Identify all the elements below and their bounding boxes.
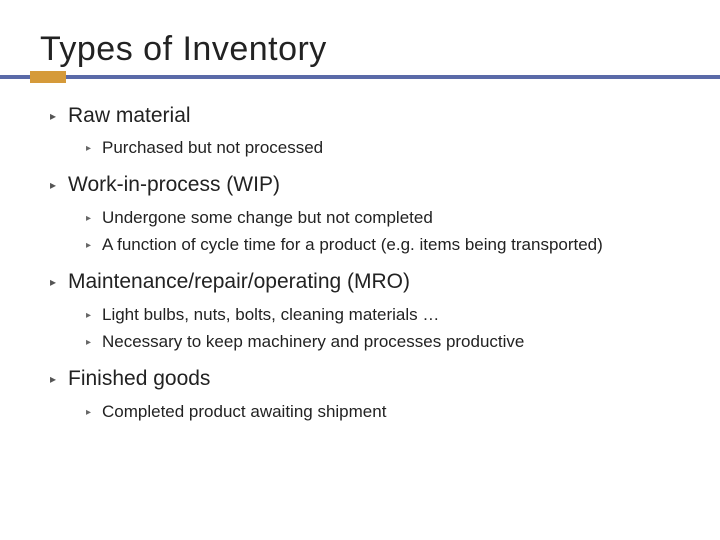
- sub-item-label: A function of cycle time for a product (…: [102, 233, 603, 257]
- item-label: Finished goods: [68, 364, 210, 393]
- sub-item-label: Necessary to keep machinery and processe…: [102, 330, 524, 354]
- bullet-icon: ▸: [86, 213, 102, 224]
- item-label: Raw material: [68, 101, 191, 130]
- list-item: ▸ Maintenance/repair/operating (MRO) ▸ L…: [50, 267, 680, 354]
- sub-list: ▸ Undergone some change but not complete…: [50, 206, 680, 258]
- sub-list: ▸ Light bulbs, nuts, bolts, cleaning mat…: [50, 303, 680, 355]
- list-item: ▸ Work-in-process (WIP) ▸ Undergone some…: [50, 170, 680, 257]
- bullet-icon: ▸: [86, 240, 102, 251]
- sub-list-item: ▸ Light bulbs, nuts, bolts, cleaning mat…: [86, 303, 680, 327]
- title-underline: [40, 75, 680, 81]
- bullet-icon: ▸: [50, 275, 68, 289]
- sub-list-item: ▸ Purchased but not processed: [86, 136, 680, 160]
- bullet-icon: ▸: [86, 337, 102, 348]
- bullet-icon: ▸: [50, 372, 68, 386]
- sub-item-label: Light bulbs, nuts, bolts, cleaning mater…: [102, 303, 439, 327]
- sub-item-label: Purchased but not processed: [102, 136, 323, 160]
- sub-list-item: ▸ A function of cycle time for a product…: [86, 233, 680, 257]
- list-item: ▸ Raw material ▸ Purchased but not proce…: [50, 101, 680, 160]
- sub-list-item: ▸ Undergone some change but not complete…: [86, 206, 680, 230]
- bullet-icon: ▸: [86, 407, 102, 418]
- bullet-icon: ▸: [86, 310, 102, 321]
- bullet-icon: ▸: [86, 143, 102, 154]
- bullet-icon: ▸: [50, 109, 68, 123]
- sub-list-item: ▸ Necessary to keep machinery and proces…: [86, 330, 680, 354]
- slide-title: Types of Inventory: [40, 30, 680, 69]
- title-row: Types of Inventory: [40, 30, 680, 69]
- sub-list-item: ▸ Completed product awaiting shipment: [86, 400, 680, 424]
- sub-item-label: Completed product awaiting shipment: [102, 400, 386, 424]
- sub-list: ▸ Completed product awaiting shipment: [50, 400, 680, 424]
- underline-bar: [0, 75, 720, 79]
- item-label: Maintenance/repair/operating (MRO): [68, 267, 410, 296]
- list-item: ▸ Finished goods ▸ Completed product awa…: [50, 364, 680, 423]
- bullet-list: ▸ Raw material ▸ Purchased but not proce…: [50, 101, 680, 423]
- item-label: Work-in-process (WIP): [68, 170, 280, 199]
- bullet-icon: ▸: [50, 178, 68, 192]
- sub-list: ▸ Purchased but not processed: [50, 136, 680, 160]
- accent-box: [30, 71, 66, 83]
- slide: Types of Inventory ▸ Raw material ▸ Purc…: [0, 0, 720, 540]
- sub-item-label: Undergone some change but not completed: [102, 206, 433, 230]
- content-area: ▸ Raw material ▸ Purchased but not proce…: [40, 101, 680, 423]
